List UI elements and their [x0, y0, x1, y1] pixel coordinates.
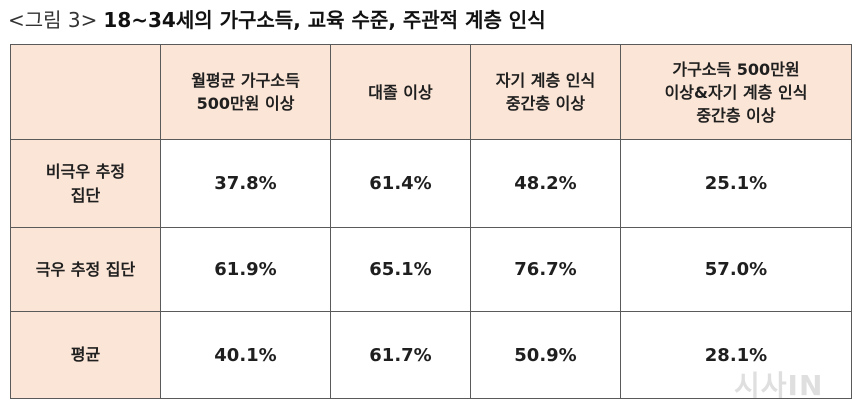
value-cell: 50.9%: [470, 311, 621, 399]
value-cell: 65.1%: [330, 227, 471, 312]
figure-label: <그림 3>: [8, 8, 98, 32]
value-cell: 61.4%: [330, 139, 471, 228]
value-cell: 76.7%: [470, 227, 621, 312]
column-header-income-and-middle-class: 가구소득 500만원 이상&자기 계층 인식 중간층 이상: [620, 44, 852, 140]
column-header-college-grad: 대졸 이상: [330, 44, 471, 140]
row-label-far-right: 극우 추정 집단: [10, 227, 161, 312]
row-label-average: 평균: [10, 311, 161, 399]
table-row: 극우 추정 집단 61.9% 65.1% 76.7% 57.0%: [10, 227, 852, 312]
data-table: 월평균 가구소득 500만원 이상 대졸 이상 자기 계층 인식 중간층 이상 …: [10, 44, 852, 399]
value-cell: 25.1%: [620, 139, 852, 228]
value-cell: 61.7%: [330, 311, 471, 399]
value-cell: 28.1%: [620, 311, 852, 399]
page-title: 18~34세의 가구소득, 교육 수준, 주관적 계층 인식: [103, 8, 546, 32]
header-row: 월평균 가구소득 500만원 이상 대졸 이상 자기 계층 인식 중간층 이상 …: [10, 44, 852, 140]
column-header-income-500: 월평균 가구소득 500만원 이상: [160, 44, 331, 140]
column-header-middle-class: 자기 계층 인식 중간층 이상: [470, 44, 621, 140]
table-row: 평균 40.1% 61.7% 50.9% 28.1%: [10, 311, 852, 399]
value-cell: 40.1%: [160, 311, 331, 399]
row-label-non-far-right: 비극우 추정 집단: [10, 139, 161, 228]
watermark-logo: 시사IN: [734, 369, 824, 402]
value-cell: 57.0%: [620, 227, 852, 312]
corner-cell: [10, 44, 161, 140]
value-cell: 61.9%: [160, 227, 331, 312]
value-cell: 37.8%: [160, 139, 331, 228]
table-row: 비극우 추정 집단 37.8% 61.4% 48.2% 25.1%: [10, 139, 852, 228]
figure-title: <그림 3> 18~34세의 가구소득, 교육 수준, 주관적 계층 인식: [8, 6, 546, 34]
value-cell: 48.2%: [470, 139, 621, 228]
